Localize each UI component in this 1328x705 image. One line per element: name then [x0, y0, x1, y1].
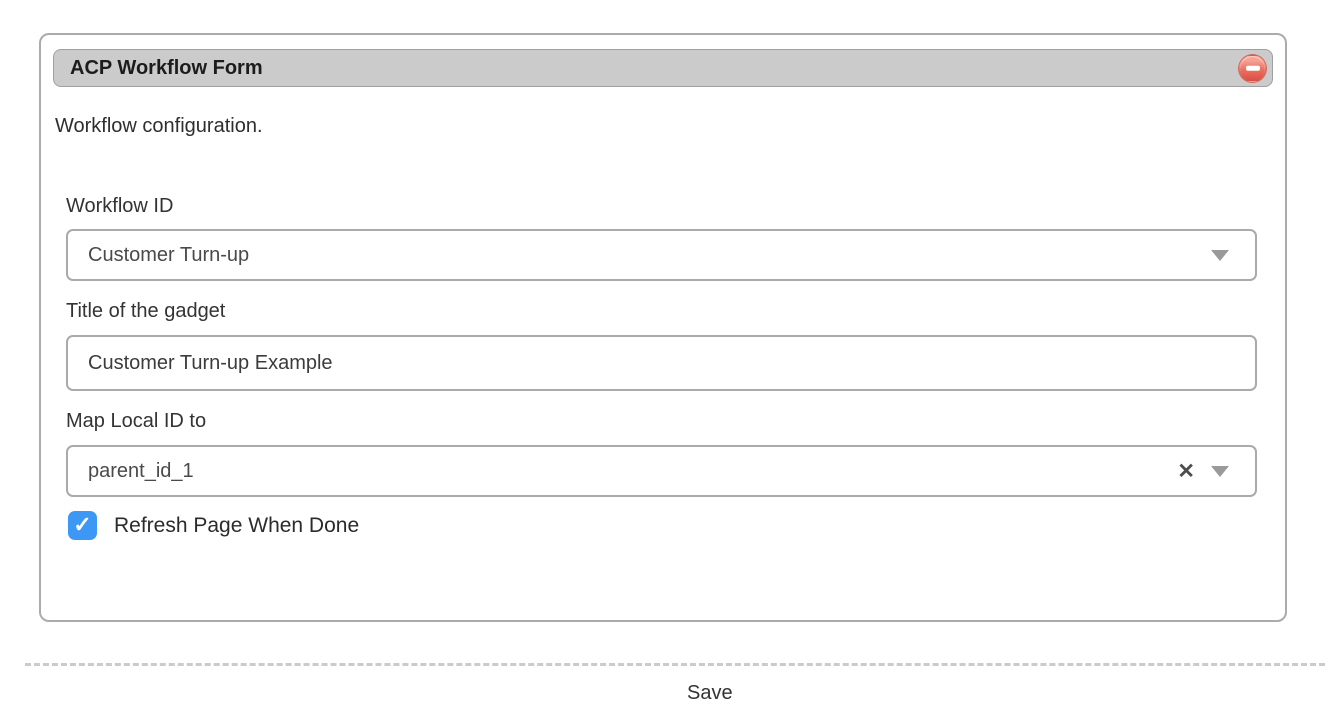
- chevron-down-icon[interactable]: [1211, 249, 1229, 261]
- gadget-title-input[interactable]: [66, 335, 1257, 391]
- map-local-id-label: Map Local ID to: [66, 410, 207, 432]
- gadget-title: ACP Workflow Form: [70, 56, 263, 79]
- workflow-id-label: Workflow ID: [66, 195, 174, 217]
- gadget-boundary-separator: [25, 663, 1328, 666]
- map-local-id-select[interactable]: parent_id_1 ✕: [66, 445, 1257, 497]
- minus-icon: [1245, 65, 1260, 71]
- map-local-id-value: parent_id_1: [88, 459, 194, 482]
- workflow-id-value: Customer Turn-up: [88, 243, 250, 266]
- refresh-page-row: ✓ Refresh Page When Done: [68, 511, 359, 540]
- gadget-header: ACP Workflow Form: [53, 49, 1273, 87]
- gadget-config-panel: ACP Workflow Form Workflow configuration…: [39, 33, 1287, 622]
- checkmark-icon: ✓: [73, 511, 92, 537]
- remove-gadget-icon[interactable]: [1239, 54, 1266, 82]
- refresh-page-checkbox[interactable]: ✓: [68, 511, 97, 540]
- chevron-down-icon[interactable]: [1211, 465, 1229, 477]
- clear-icon[interactable]: ✕: [1177, 459, 1195, 483]
- gadget-title-label: Title of the gadget: [66, 300, 226, 322]
- gadget-description: Workflow configuration.: [55, 115, 263, 137]
- refresh-page-label: Refresh Page When Done: [114, 513, 360, 537]
- save-button[interactable]: Save: [687, 682, 733, 704]
- workflow-id-select[interactable]: Customer Turn-up: [66, 229, 1257, 281]
